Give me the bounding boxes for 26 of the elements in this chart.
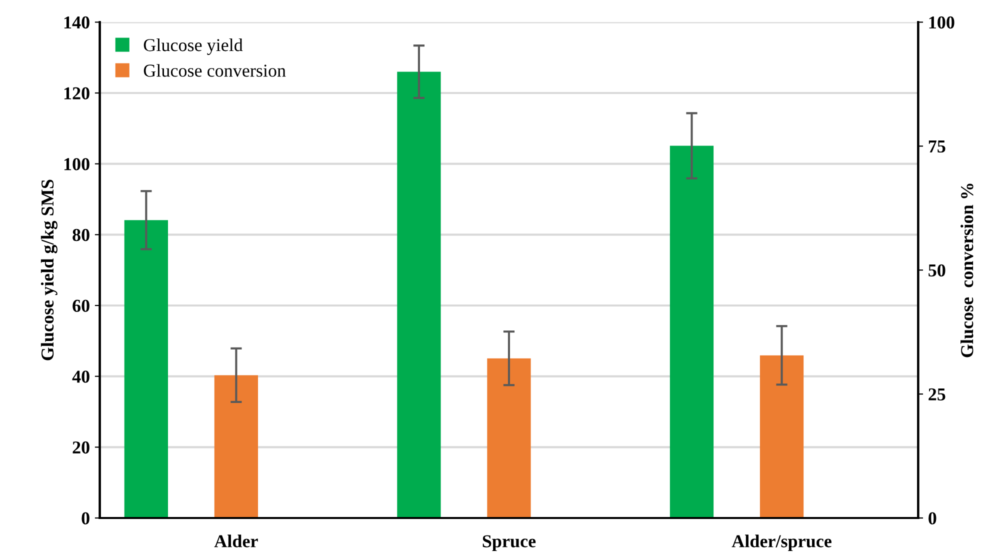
- y-tick-label: 40: [72, 370, 90, 383]
- bar: [760, 355, 804, 518]
- bar: [214, 375, 258, 518]
- y-axis-title: Glucose yield g/kg SMS: [40, 180, 58, 360]
- y-tick-label: 60: [72, 300, 90, 312]
- y2-axis-title: Glucose conversion %: [960, 184, 974, 358]
- y2-tick-label: 100: [929, 16, 954, 29]
- bar: [397, 72, 441, 518]
- y-tick-label: 120: [64, 87, 90, 100]
- legend-label: Glucose conversion: [144, 64, 286, 77]
- x-tick-label: Alder: [214, 534, 258, 548]
- y-tick-label: 100: [64, 158, 90, 170]
- y-tick-label: 20: [72, 441, 90, 454]
- bar: [487, 358, 531, 518]
- legend-label: Glucose yield: [144, 38, 243, 55]
- x-tick-label: Spruce: [482, 535, 536, 552]
- y2-tick-label: 75: [928, 140, 946, 153]
- y2-tick-label: 50: [928, 264, 946, 277]
- y-tick-label: 140: [64, 16, 90, 29]
- x-tick-label: Alder/spruce: [732, 534, 832, 552]
- y-tick-label: 80: [72, 228, 90, 242]
- bar: [124, 220, 168, 518]
- y2-tick-label: 0: [928, 512, 936, 524]
- bar: [670, 146, 714, 518]
- y-tick-label: 0: [82, 512, 90, 524]
- y2-tick-label: 25: [928, 388, 946, 400]
